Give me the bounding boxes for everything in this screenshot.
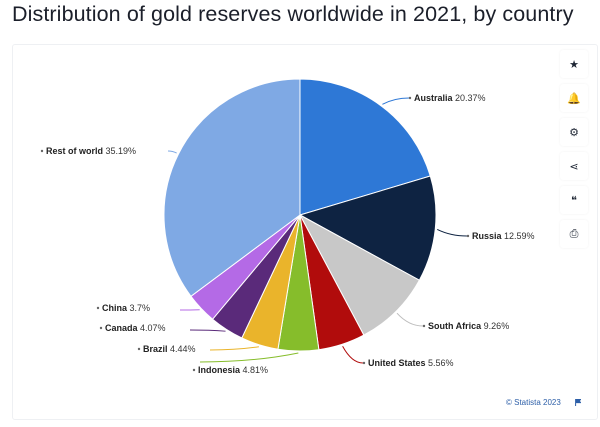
slice-label-value: 3.7% [127, 303, 150, 313]
label-bullet [99, 326, 103, 330]
label-bullet [362, 361, 366, 365]
pie-slice-australia[interactable] [299, 78, 431, 216]
leader-line-indonesia [199, 352, 299, 363]
slice-label-name: Indonesia [198, 365, 241, 375]
slice-label-value: 12.59% [502, 231, 535, 241]
label-bullet [466, 234, 470, 238]
slice-label-name: South Africa [428, 321, 482, 331]
gear-button[interactable]: ⚙ [560, 118, 588, 146]
label-bullet [408, 96, 412, 100]
bell-icon: 🔔 [567, 92, 581, 105]
slice-label-indonesia: Indonesia 4.81% [198, 365, 268, 375]
quote-button[interactable]: ❝ [560, 186, 588, 214]
pie-slice-south-africa[interactable] [298, 213, 421, 336]
slice-label-name: Australia [414, 93, 454, 103]
slice-label-value: 4.07% [138, 323, 166, 333]
slice-label-rest-of-world: Rest of world 35.19% [46, 146, 136, 156]
label-leader-lines [167, 97, 468, 364]
pie-slice-russia[interactable] [298, 175, 437, 281]
leader-line-australia [382, 97, 410, 105]
slice-label-name: China [102, 303, 128, 313]
quote-icon: ❝ [571, 194, 577, 207]
slice-label-australia: Australia 20.37% [414, 93, 486, 103]
slice-labels: Australia 20.37% Russia 12.59% South Afric… [40, 93, 535, 375]
slice-label-canada: Canada 4.07% [105, 323, 166, 333]
print-button[interactable]: ⎙ [560, 220, 588, 248]
leader-line-south-africa [396, 312, 424, 327]
slice-label-value: 9.26% [481, 321, 509, 331]
statista-credit[interactable]: © Statista 2023 [506, 398, 561, 407]
slice-label-south-africa: South Africa 9.26% [428, 321, 509, 331]
slice-label-brazil: Brazil 4.44% [143, 344, 196, 354]
label-bullet [40, 149, 44, 153]
star-button[interactable]: ★ [560, 50, 588, 78]
gear-icon: ⚙ [569, 126, 579, 139]
leader-line-united-states [342, 346, 364, 364]
slice-label-name: Canada [105, 323, 139, 333]
slice-label-name: Brazil [143, 344, 168, 354]
pie-slice-rest-of-world[interactable] [163, 78, 301, 297]
chart-title: Distribution of gold reserves worldwide … [12, 2, 574, 26]
slice-label-value: 4.44% [168, 344, 196, 354]
print-icon: ⎙ [569, 227, 579, 240]
pie-slices [163, 78, 437, 352]
leader-line-canada [189, 329, 226, 332]
slice-label-value: 35.19% [103, 146, 136, 156]
slice-label-value: 20.37% [453, 93, 486, 103]
flag-icon[interactable] [575, 399, 581, 406]
leader-line-russia [437, 228, 468, 237]
leader-line-brazil [209, 346, 259, 351]
label-bullet [137, 347, 141, 351]
bell-button[interactable]: 🔔 [560, 84, 588, 112]
slice-label-russia: Russia 12.59% [472, 231, 535, 241]
share-button[interactable]: ⋖ [560, 152, 588, 180]
slice-label-china: China 3.7% [102, 303, 150, 313]
label-bullet [96, 306, 100, 310]
star-icon: ★ [569, 58, 579, 71]
leader-line-rest-of-world [167, 150, 177, 154]
slice-label-united-states: United States 5.56% [368, 358, 454, 368]
slice-label-name: Russia [472, 231, 503, 241]
label-bullet [192, 368, 196, 372]
slice-label-name: Rest of world [46, 146, 103, 156]
label-bullet [422, 324, 426, 328]
share-icon: ⋖ [569, 160, 579, 173]
slice-label-value: 4.81% [240, 365, 268, 375]
slice-label-name: United States [368, 358, 426, 368]
slice-label-value: 5.56% [426, 358, 454, 368]
